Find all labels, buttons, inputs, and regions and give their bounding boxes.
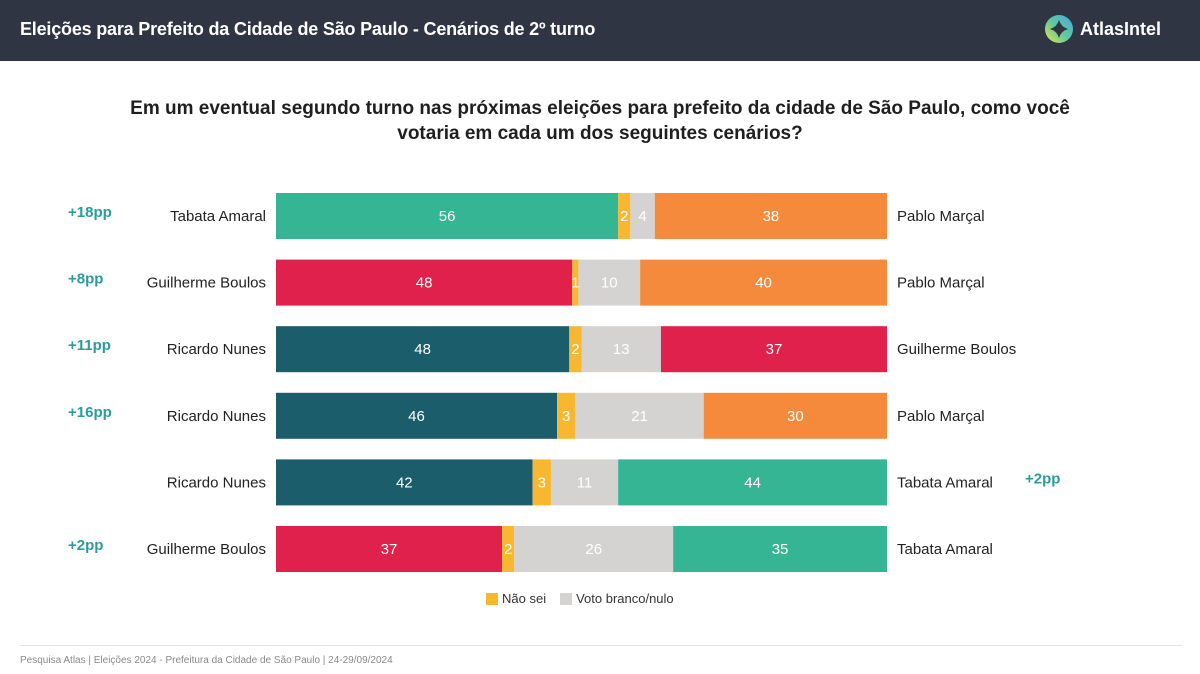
legend-label-branco-nulo: Voto branco/nulo: [576, 591, 674, 606]
data-label-nao-sei: 2: [571, 341, 579, 358]
lead-margin-label: +11pp: [68, 337, 111, 354]
data-label-nao-sei: 3: [562, 408, 570, 425]
brand-logo: AtlasIntel: [1044, 14, 1161, 44]
bar-segment-left-candidate: [276, 326, 570, 373]
bar-segment-right-candidate: [660, 326, 887, 373]
header-bar: Eleições para Prefeito da Cidade de São …: [0, 0, 1200, 61]
left-candidate-label: Guilherme Boulos: [147, 541, 266, 558]
right-candidate-label: Pablo Marçal: [897, 208, 985, 225]
legend-swatch-branco-nulo: [560, 592, 573, 605]
legend: Não sei Voto branco/nulo: [486, 591, 688, 606]
page-title: Eleições para Prefeito da Cidade de São …: [20, 19, 596, 39]
atlasintel-logo-icon: [1045, 15, 1073, 43]
data-label-left-candidate: 56: [439, 208, 456, 225]
bar-segment-branco-nulo: [550, 459, 619, 506]
bar-segment-nao-sei: [502, 526, 515, 572]
left-candidate-label: Ricardo Nunes: [167, 474, 266, 491]
bar-segment-left-candidate: [276, 392, 558, 439]
data-label-right-candidate: 44: [744, 474, 761, 491]
data-label-branco-nulo: 10: [601, 275, 618, 292]
data-label-branco-nulo: 21: [631, 408, 648, 425]
bar-segment-right-candidate: [640, 259, 887, 306]
data-label-left-candidate: 48: [414, 341, 431, 358]
data-label-nao-sei: 1: [571, 275, 579, 292]
data-label-right-candidate: 35: [772, 541, 789, 558]
data-label-branco-nulo: 4: [638, 208, 646, 225]
bar-segment-branco-nulo: [581, 326, 661, 373]
bar-segment-nao-sei: [569, 326, 582, 373]
data-label-nao-sei: 2: [620, 208, 628, 225]
data-label-left-candidate: 46: [408, 408, 425, 425]
data-label-left-candidate: 42: [396, 474, 413, 491]
bar-segment-right-candidate: [618, 459, 887, 506]
legend-item-nao-sei: Não sei: [486, 591, 546, 606]
right-candidate-label: Pablo Marçal: [897, 275, 985, 292]
brand-name: AtlasIntel: [1080, 18, 1162, 39]
data-label-branco-nulo: 26: [585, 541, 602, 558]
data-label-branco-nulo: 11: [577, 474, 593, 491]
data-label-right-candidate: 40: [755, 275, 772, 292]
left-candidate-label: Ricardo Nunes: [167, 341, 266, 358]
bar-segment-right-candidate: [703, 392, 887, 439]
bar-segment-branco-nulo: [578, 259, 641, 306]
right-candidate-label: Tabata Amaral: [897, 474, 993, 491]
legend-swatch-nao-sei: [486, 592, 498, 605]
chart-question: Em um eventual segundo turno nas próxima…: [130, 98, 1070, 144]
bar-segment-nao-sei: [532, 459, 551, 506]
lead-margin-label: +2pp: [1025, 470, 1060, 487]
left-candidate-label: Ricardo Nunes: [167, 408, 266, 425]
lead-margin-label: +18pp: [68, 204, 112, 221]
bar-segment-nao-sei: [557, 392, 576, 439]
bar-segment-branco-nulo: [630, 193, 655, 239]
right-candidate-label: Tabata Amaral: [897, 541, 993, 558]
data-label-right-candidate: 37: [766, 341, 783, 358]
bar-segment-right-candidate: [673, 526, 887, 572]
data-label-left-candidate: 37: [381, 541, 398, 558]
footer-source: Pesquisa Atlas | Eleições 2024 - Prefeit…: [20, 655, 393, 666]
legend-item-branco-nulo: Voto branco/nulo: [560, 591, 674, 606]
right-candidate-label: Guilherme Boulos: [897, 341, 1016, 358]
data-label-right-candidate: 30: [787, 408, 804, 425]
lead-margin-label: +16pp: [68, 404, 112, 421]
bar-segment-left-candidate: [276, 259, 573, 306]
bar-segment-left-candidate: [276, 526, 503, 572]
footer-divider: [20, 645, 1182, 646]
data-label-nao-sei: 2: [504, 541, 512, 558]
legend-label-nao-sei: Não sei: [502, 591, 547, 606]
lead-margin-label: +2pp: [68, 537, 103, 554]
data-label-left-candidate: 48: [416, 275, 433, 292]
bar-segment-nao-sei: [572, 259, 579, 306]
right-candidate-label: Pablo Marçal: [897, 408, 985, 425]
data-label-right-candidate: 38: [763, 208, 780, 225]
bar-segment-branco-nulo: [575, 392, 704, 439]
data-label-nao-sei: 3: [538, 474, 546, 491]
bar-segment-nao-sei: [618, 193, 631, 239]
data-label-branco-nulo: 13: [613, 341, 630, 358]
bar-segment-right-candidate: [654, 193, 887, 239]
left-candidate-label: Guilherme Boulos: [147, 275, 266, 292]
bar-segment-left-candidate: [276, 193, 619, 239]
lead-margin-label: +8pp: [68, 271, 103, 288]
bar-segment-branco-nulo: [514, 526, 674, 572]
bar-segment-left-candidate: [276, 459, 533, 506]
left-candidate-label: Tabata Amaral: [170, 208, 266, 225]
